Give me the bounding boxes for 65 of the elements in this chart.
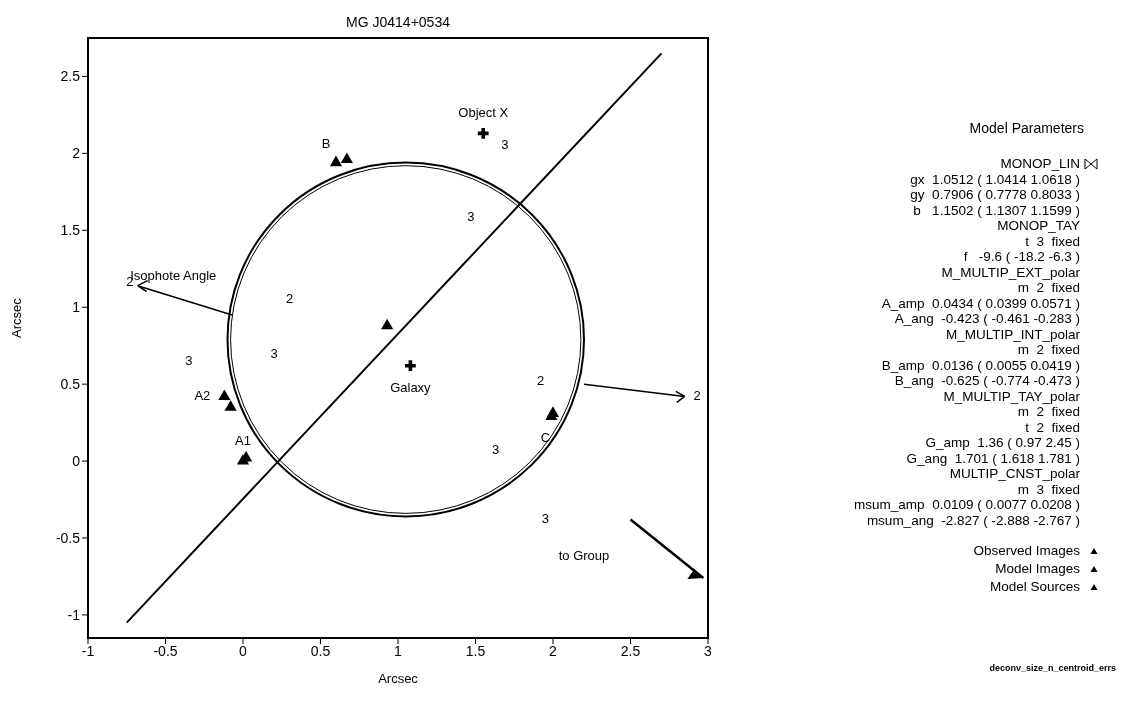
x-tick-label: -0.5: [153, 642, 178, 659]
y-tick-label: 1: [72, 299, 81, 316]
text: m 2 fixed: [1016, 280, 1081, 296]
text: M_MULTIP_TAY_polar: [942, 388, 1081, 404]
x-tick-label: 1.5: [465, 642, 486, 659]
text: deconv_size_n_centroid_errs: [989, 663, 1116, 673]
annotation: Isophote Angle: [130, 267, 217, 283]
text: MONOP_TAY: [996, 218, 1081, 234]
annotation: 3: [467, 209, 475, 225]
text: t 3 fixed: [1024, 233, 1081, 249]
text: B_ang -0.625 ( -0.774 -0.473 ): [893, 373, 1081, 389]
annotation: A2: [194, 387, 211, 403]
x-axis-title: Arcsec: [378, 671, 419, 686]
annotation: B: [321, 136, 331, 152]
x-tick-label: 3: [704, 642, 713, 659]
legend-label: Model Images: [995, 560, 1080, 578]
annotation: to Group: [558, 547, 610, 563]
text: m 3 fixed: [1016, 481, 1081, 497]
annotation: C: [540, 429, 551, 445]
y-tick-label: 2: [72, 145, 81, 162]
series-label: Galaxy: [390, 379, 432, 395]
annotation: 3: [541, 510, 549, 526]
text: gx 1.0512 ( 1.0414 1.0618 ): [909, 171, 1081, 187]
legend-title: Model Parameters: [968, 120, 1084, 136]
text: b 1.1502 ( 1.1307 1.1599 ): [912, 202, 1081, 218]
y-tick-label: 0.5: [60, 376, 81, 393]
annotation: 3: [185, 352, 193, 368]
legend-label: Observed Images: [973, 542, 1080, 560]
legend-label: Model Sources: [989, 578, 1080, 596]
chart-title: MG J0414+0534: [345, 14, 451, 30]
annotation: 3: [492, 441, 500, 457]
x-tick-label: 0: [239, 642, 248, 659]
text: m 2 fixed: [1016, 342, 1081, 358]
annotation: 2: [693, 387, 701, 403]
x-tick-label: 1: [394, 642, 403, 659]
y-tick-label: 1.5: [60, 222, 81, 239]
series-label: Object X: [458, 105, 509, 121]
text: A_ang -0.423 ( -0.461 -0.283 ): [893, 311, 1081, 327]
x-tick-label: 0.5: [310, 642, 331, 659]
annotation: 2: [536, 372, 545, 388]
annotation: 3: [270, 346, 278, 362]
x-tick-label: 2: [549, 642, 558, 659]
text: gy 0.7906 ( 0.7778 0.8033 ): [909, 187, 1081, 203]
text: m 2 fixed: [1016, 404, 1081, 420]
text: G_amp 1.36 ( 0.97 2.45 ): [924, 435, 1081, 451]
text: M_MULTIP_INT_polar: [944, 326, 1081, 342]
annotation: 2: [285, 290, 294, 306]
y-tick-label: -1: [67, 606, 81, 623]
text: B_amp 0.0136 ( 0.0055 0.0419 ): [880, 357, 1081, 373]
y-tick-label: -0.5: [55, 529, 81, 546]
annotation: 3: [501, 137, 509, 153]
y-tick-label: 0: [72, 453, 81, 470]
annotation: A1: [235, 432, 251, 448]
text: A_amp 0.0434 ( 0.0399 0.0571 ): [880, 295, 1081, 311]
text: M_MULTIP_EXT_polar: [940, 264, 1081, 280]
text: msum_ang -2.827 ( -2.888 -2.767 ): [865, 512, 1081, 528]
y-tick-label: 2.5: [60, 68, 81, 85]
text: msum_amp 0.0109 ( 0.0077 0.0208 ): [853, 497, 1081, 513]
text: f -9.6 ( -18.2 -6.3 ): [962, 249, 1081, 265]
text: MULTIP_CNST_polar: [948, 466, 1081, 482]
text: t 2 fixed: [1024, 419, 1081, 435]
text: MONOP_LIN: [999, 156, 1081, 172]
text: G_ang 1.701 ( 1.618 1.781 ): [905, 450, 1081, 466]
y-axis-title: Arcsec: [8, 297, 24, 338]
x-tick-label: 2.5: [620, 642, 641, 659]
